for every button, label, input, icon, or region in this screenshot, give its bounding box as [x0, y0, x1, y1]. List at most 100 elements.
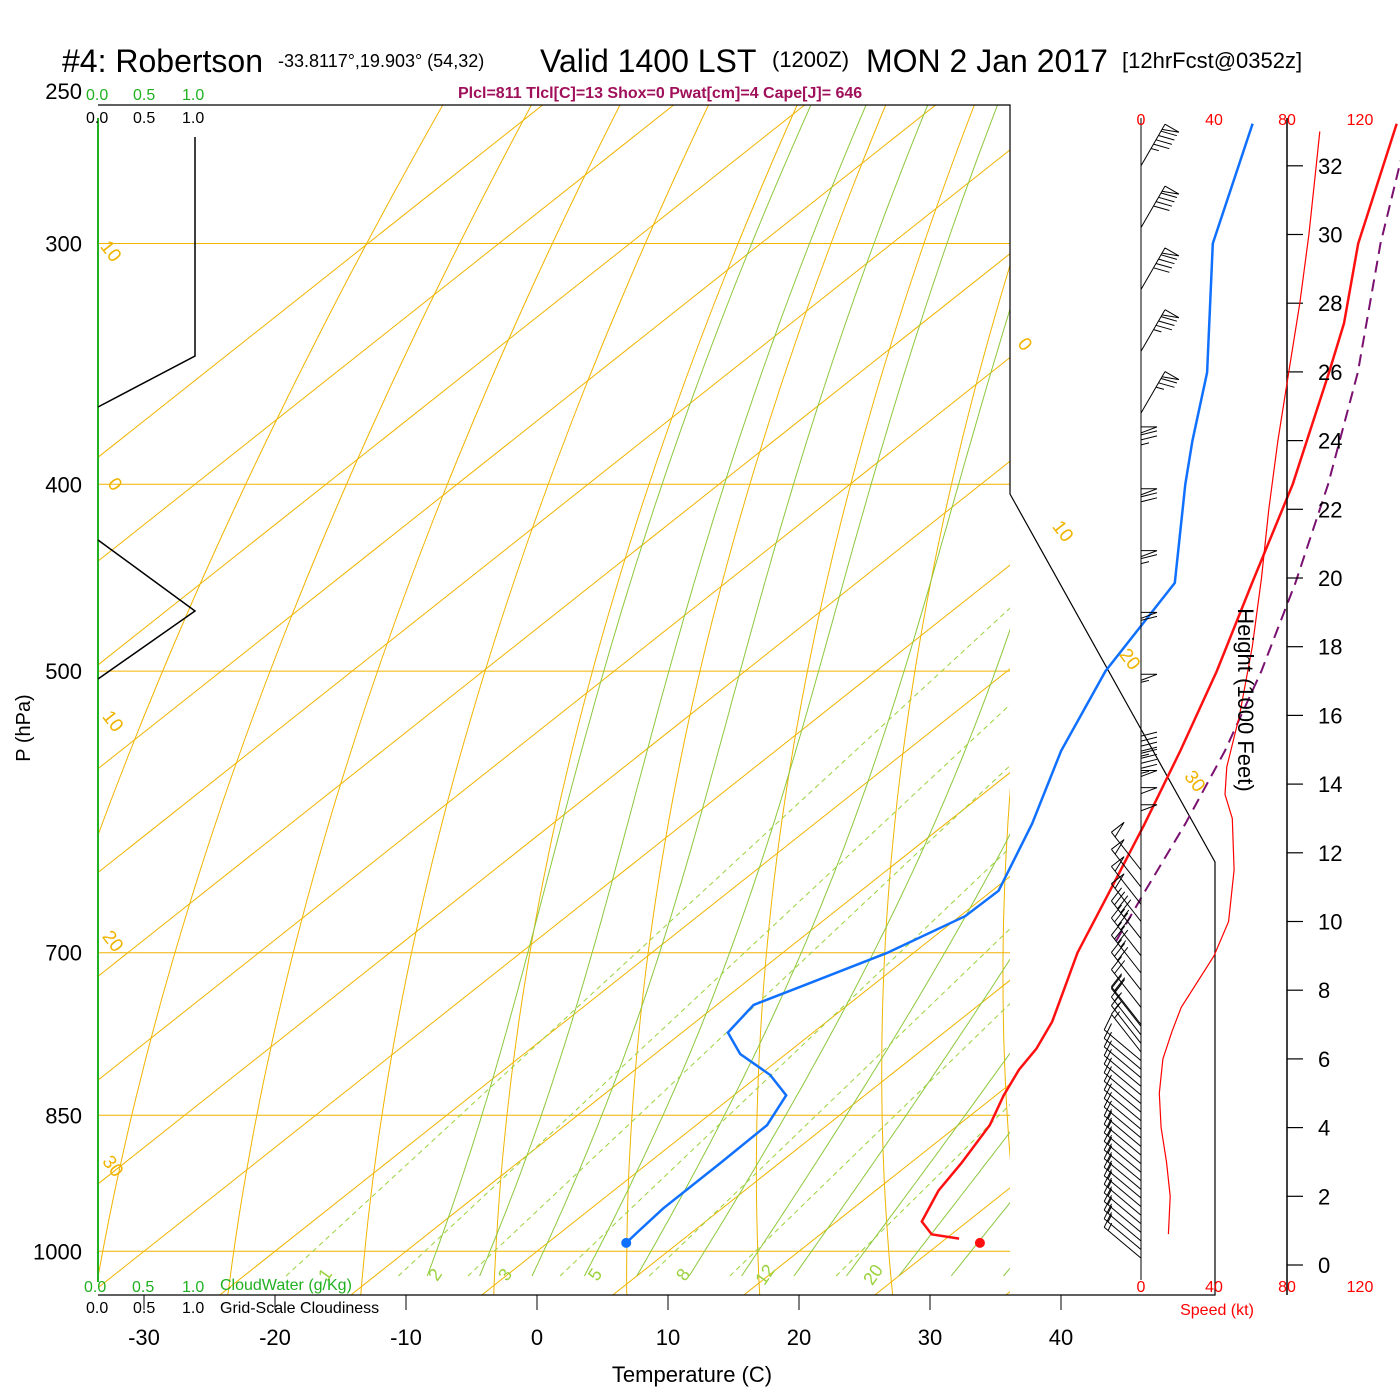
mixing-ratio-5: [559, 847, 1010, 1277]
mixing-ratio-label-8: 8: [672, 1265, 694, 1285]
isotherm-label-5: 0: [1013, 334, 1036, 355]
cloud-bottom-black-2: 1.0: [182, 1300, 204, 1317]
height-tick-label-16: 16: [1318, 703, 1342, 728]
speed-bottom-80: 80: [1278, 1279, 1296, 1296]
dry-adiabat-290: [755, 105, 975, 1295]
wind-barb-34: [1111, 873, 1142, 922]
wind-speed-profile: [1158, 131, 1321, 1235]
cloud-bottom-green-1: 0.5: [132, 1279, 154, 1296]
wind-barb-48: [1140, 371, 1180, 414]
speed-axis-top: 0 40 80 120: [1137, 112, 1374, 129]
wind-barb-51: [1140, 185, 1180, 228]
height-tick-label-2: 2: [1318, 1184, 1330, 1209]
x-tick-label-30: 30: [918, 1325, 942, 1350]
wind-barb-36: [1111, 839, 1142, 888]
wind-barb-31: [1111, 921, 1142, 974]
plot-frame: [98, 104, 1216, 1296]
wind-barb-43: [1140, 673, 1158, 723]
y-axis-title: P (hPa): [13, 694, 35, 761]
cloud-bottom-green-2: 1.0: [182, 1279, 204, 1296]
height-tick-label-14: 14: [1318, 772, 1342, 797]
valid-time: Valid 1400 LST: [540, 43, 756, 79]
speed-top-40: 40: [1205, 112, 1223, 129]
height-tick-label-12: 12: [1318, 841, 1342, 866]
x-axis: -30 -20 -10 0 10 20 30 40: [98, 1294, 1215, 1350]
dry-adiabat-270: [493, 105, 798, 1295]
mixing-ratio-label-5: 5: [584, 1265, 606, 1285]
dry-adiabat-280: [626, 105, 887, 1295]
height-tick-label-4: 4: [1318, 1116, 1330, 1141]
wind-barb-50: [1140, 247, 1180, 290]
wind-barb-52: [1140, 123, 1180, 167]
speed-line: [1158, 131, 1321, 1235]
wind-barb-22: [1103, 1023, 1142, 1070]
height-tick-label-22: 22: [1318, 497, 1342, 522]
p-tick-label-500: 500: [45, 659, 82, 684]
moist-adiabat-2: [531, 105, 929, 1277]
cloud-top-green-2: 1.0: [182, 87, 204, 104]
isotherm--80: [98, 105, 937, 770]
mixing-ratio-label-12: 12: [751, 1261, 779, 1289]
isotherm-label-4: 10: [96, 237, 126, 267]
isotherm--40: [98, 460, 1010, 1185]
wind-barb-37: [1111, 821, 1142, 871]
pressure-axis: 250 300 400 500 700 850 1000: [33, 79, 82, 1264]
wind-barb-25: [1111, 992, 1142, 1044]
wind-barb-44: [1140, 611, 1158, 661]
dry-adiabat-250: [227, 105, 621, 1295]
dry-adiabat-230: [98, 105, 444, 837]
isotherm--70: [98, 149, 1010, 874]
station-title: #4: Robertson: [62, 43, 263, 79]
wind-barb-23: [1103, 1014, 1142, 1061]
isotherm-label-3: 0: [103, 474, 126, 495]
series-parcel: [1115, 159, 1400, 942]
speed-bottom-120: 120: [1347, 1279, 1374, 1296]
cloud-top-green-0: 0.0: [86, 87, 108, 104]
mixing-ratio-20: [835, 1103, 1010, 1277]
isotherm-40: [1005, 1291, 1010, 1295]
cloudiness-label: Grid-Scale Cloudiness: [220, 1300, 379, 1317]
isotherm--100: [98, 105, 675, 562]
isotherm-label-6: 10: [1048, 517, 1078, 547]
moist-adiabat-6: [741, 833, 1010, 1277]
height-tick-label-8: 8: [1318, 978, 1330, 1003]
wind-barb-33: [1111, 887, 1142, 940]
cloud-scale-top: 0.0 0.5 1.0 0.0 0.5 1.0: [86, 87, 204, 127]
isotherm--20: [219, 668, 1010, 1295]
wind-barb-32: [1111, 904, 1142, 957]
isotherm--50: [98, 356, 1010, 1081]
cloud-top-green-1: 0.5: [133, 87, 155, 104]
p-tick-label-300: 300: [45, 232, 82, 257]
wind-barb-30: [1111, 939, 1142, 991]
isotherm--10: [350, 772, 1010, 1295]
thermo-grid: [98, 100, 1241, 1300]
moist-adiabat-9: [898, 1131, 1010, 1277]
mixing-ratio-8: [648, 928, 1010, 1277]
x-tick-label--10: -10: [390, 1325, 422, 1350]
cloud-bottom-green-0: 0.0: [84, 1279, 106, 1296]
wind-barb-47: [1140, 426, 1158, 475]
cloud-top-black-0: 0.0: [86, 110, 108, 127]
x-axis-title: Temperature (C): [612, 1362, 772, 1387]
speed-bottom-0: 0: [1137, 1279, 1146, 1296]
dry-adiabat-320: [1120, 100, 1241, 1300]
x-tick-label-0: 0: [531, 1325, 543, 1350]
p-tick-label-700: 700: [45, 941, 82, 966]
height-tick-label-6: 6: [1318, 1047, 1330, 1072]
wind-barbs: [1103, 123, 1180, 1259]
surface-temperature-dot: [974, 1237, 985, 1248]
dry-adiabat-300: [881, 263, 1010, 1295]
height-tick-label-26: 26: [1318, 360, 1342, 385]
height-tick-label-28: 28: [1318, 291, 1342, 316]
isotherm--60: [98, 253, 1010, 977]
series-temperature: [920, 123, 1398, 1240]
zulu-time: (1200Z): [772, 47, 849, 72]
x-tick-label--30: -30: [128, 1325, 160, 1350]
height-tick-label-32: 32: [1318, 154, 1342, 179]
mixing-ratio-1: [285, 607, 1010, 1277]
p-tick-label-400: 400: [45, 472, 82, 497]
cloud-top-black-1: 0.5: [133, 110, 155, 127]
x-tick-label-20: 20: [787, 1325, 811, 1350]
height-tick-label-30: 30: [1318, 223, 1342, 248]
